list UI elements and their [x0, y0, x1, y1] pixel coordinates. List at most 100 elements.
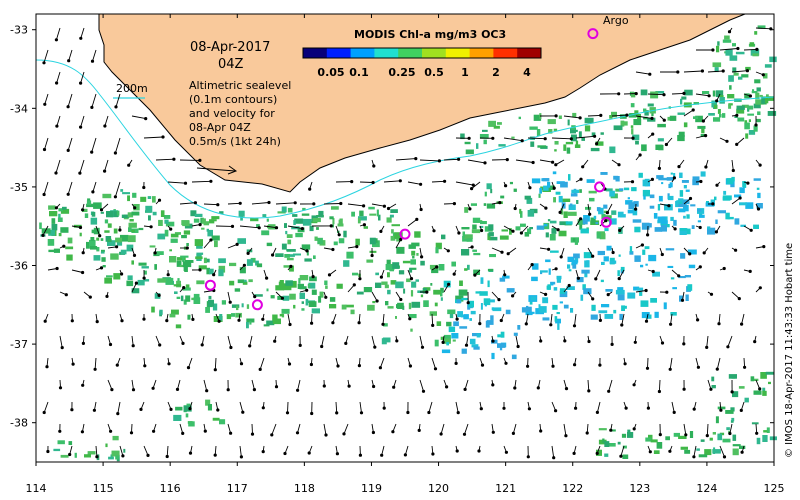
velocity-arrow-head: [70, 319, 74, 323]
velocity-arrow: [56, 71, 61, 84]
chl-pixel: [89, 239, 96, 247]
velocity-arrow-head: [567, 283, 571, 288]
chl-pixel: [621, 305, 625, 311]
chl-pixel: [110, 253, 119, 260]
chl-pixel: [473, 346, 480, 350]
velocity-arrow-head: [633, 340, 637, 344]
velocity-arrow-head: [707, 94, 711, 98]
velocity-arrow: [104, 159, 109, 172]
velocity-arrow: [515, 159, 534, 163]
velocity-arrow-head: [547, 247, 551, 251]
chl-pixel: [66, 254, 73, 261]
chl-pixel: [382, 337, 391, 343]
chl-pixel: [384, 284, 389, 289]
chl-pixel: [487, 280, 490, 288]
chl-pixel: [548, 129, 553, 134]
chl-pixel: [441, 349, 451, 354]
chl-pixel: [756, 187, 760, 190]
chl-pixel: [632, 134, 640, 141]
chl-pixel: [317, 237, 323, 245]
chl-pixel: [620, 269, 624, 274]
chl-pixel: [767, 96, 774, 101]
velocity-arrow-head: [105, 294, 109, 298]
chl-pixel: [658, 195, 663, 202]
velocity-arrow-head: [594, 277, 598, 281]
velocity-arrow: [297, 379, 301, 391]
velocity-arrow-head: [88, 295, 92, 299]
velocity-arrow-head: [67, 59, 71, 63]
velocity-arrow-head: [80, 430, 84, 434]
velocity-arrow-head: [62, 244, 66, 248]
velocity-arrow: [227, 243, 238, 249]
chl-pixel: [74, 452, 77, 458]
chl-pixel: [455, 295, 464, 302]
chl-pixel: [138, 262, 147, 266]
chl-pixel: [518, 116, 521, 120]
velocity-arrow-head: [722, 266, 726, 271]
velocity-arrow-head: [431, 323, 435, 327]
velocity-arrow-head: [46, 449, 50, 454]
chl-pixel: [231, 313, 236, 317]
chl-pixel: [82, 208, 88, 212]
velocity-arrow: [203, 203, 218, 206]
chl-pixel: [601, 213, 606, 219]
velocity-arrow-head: [715, 367, 719, 371]
chl-pixel: [219, 314, 223, 321]
chl-pixel: [692, 179, 699, 186]
velocity-arrow: [214, 357, 217, 370]
velocity-arrow-head: [78, 225, 83, 230]
velocity-arrow-head: [554, 163, 558, 167]
chl-pixel: [657, 204, 661, 211]
velocity-arrow-head: [607, 389, 611, 393]
velocity-arrow: [43, 181, 49, 195]
velocity-arrow: [527, 137, 546, 140]
chl-pixel: [756, 203, 763, 209]
velocity-arrow-head: [646, 233, 650, 237]
velocity-arrow-head: [54, 38, 59, 42]
chl-pixel: [524, 195, 531, 200]
chl-pixel: [699, 214, 705, 218]
chl-pixel: [728, 103, 733, 106]
chl-pixel: [195, 256, 203, 260]
velocity-arrow-head: [78, 171, 82, 175]
chl-pixel: [527, 210, 535, 217]
velocity-arrow-head: [692, 455, 696, 459]
chl-pixel: [681, 96, 687, 100]
chl-pixel: [565, 221, 573, 225]
velocity-arrow: [428, 401, 433, 413]
x-tick-label: 120: [428, 482, 449, 495]
chl-pixel: [107, 240, 116, 246]
chl-pixel: [412, 255, 415, 259]
velocity-arrow-head: [99, 208, 104, 212]
velocity-arrow: [575, 135, 595, 139]
chl-pixel: [488, 224, 494, 231]
velocity-arrow: [131, 335, 134, 346]
chl-pixel: [158, 219, 163, 226]
chl-pixel: [641, 312, 650, 319]
chl-pixel: [532, 263, 539, 270]
velocity-arrow-head: [237, 318, 241, 322]
chl-pixel: [579, 189, 582, 193]
chl-pixel: [47, 239, 55, 246]
velocity-arrow: [94, 357, 97, 370]
chl-pixel: [126, 244, 134, 252]
velocity-arrow-head: [131, 388, 136, 392]
chl-pixel: [558, 230, 567, 237]
velocity-arrow-head: [417, 428, 421, 432]
velocity-arrow-head: [42, 192, 46, 197]
chl-pixel: [521, 307, 528, 313]
velocity-arrow: [587, 203, 591, 215]
chl-pixel: [732, 43, 736, 47]
chl-pixel: [60, 454, 69, 458]
chl-pixel: [212, 303, 218, 311]
chl-pixel: [734, 218, 740, 225]
chl-pixel: [482, 129, 488, 132]
chl-pixel: [685, 189, 690, 192]
velocity-arrow: [227, 291, 231, 303]
velocity-arrow-head: [735, 113, 739, 117]
chl-pixel: [79, 232, 82, 237]
chl-pixel: [604, 453, 609, 457]
argo-float-marker: [399, 228, 411, 240]
chl-pixel: [552, 171, 557, 175]
velocity-arrow-head: [183, 181, 188, 185]
